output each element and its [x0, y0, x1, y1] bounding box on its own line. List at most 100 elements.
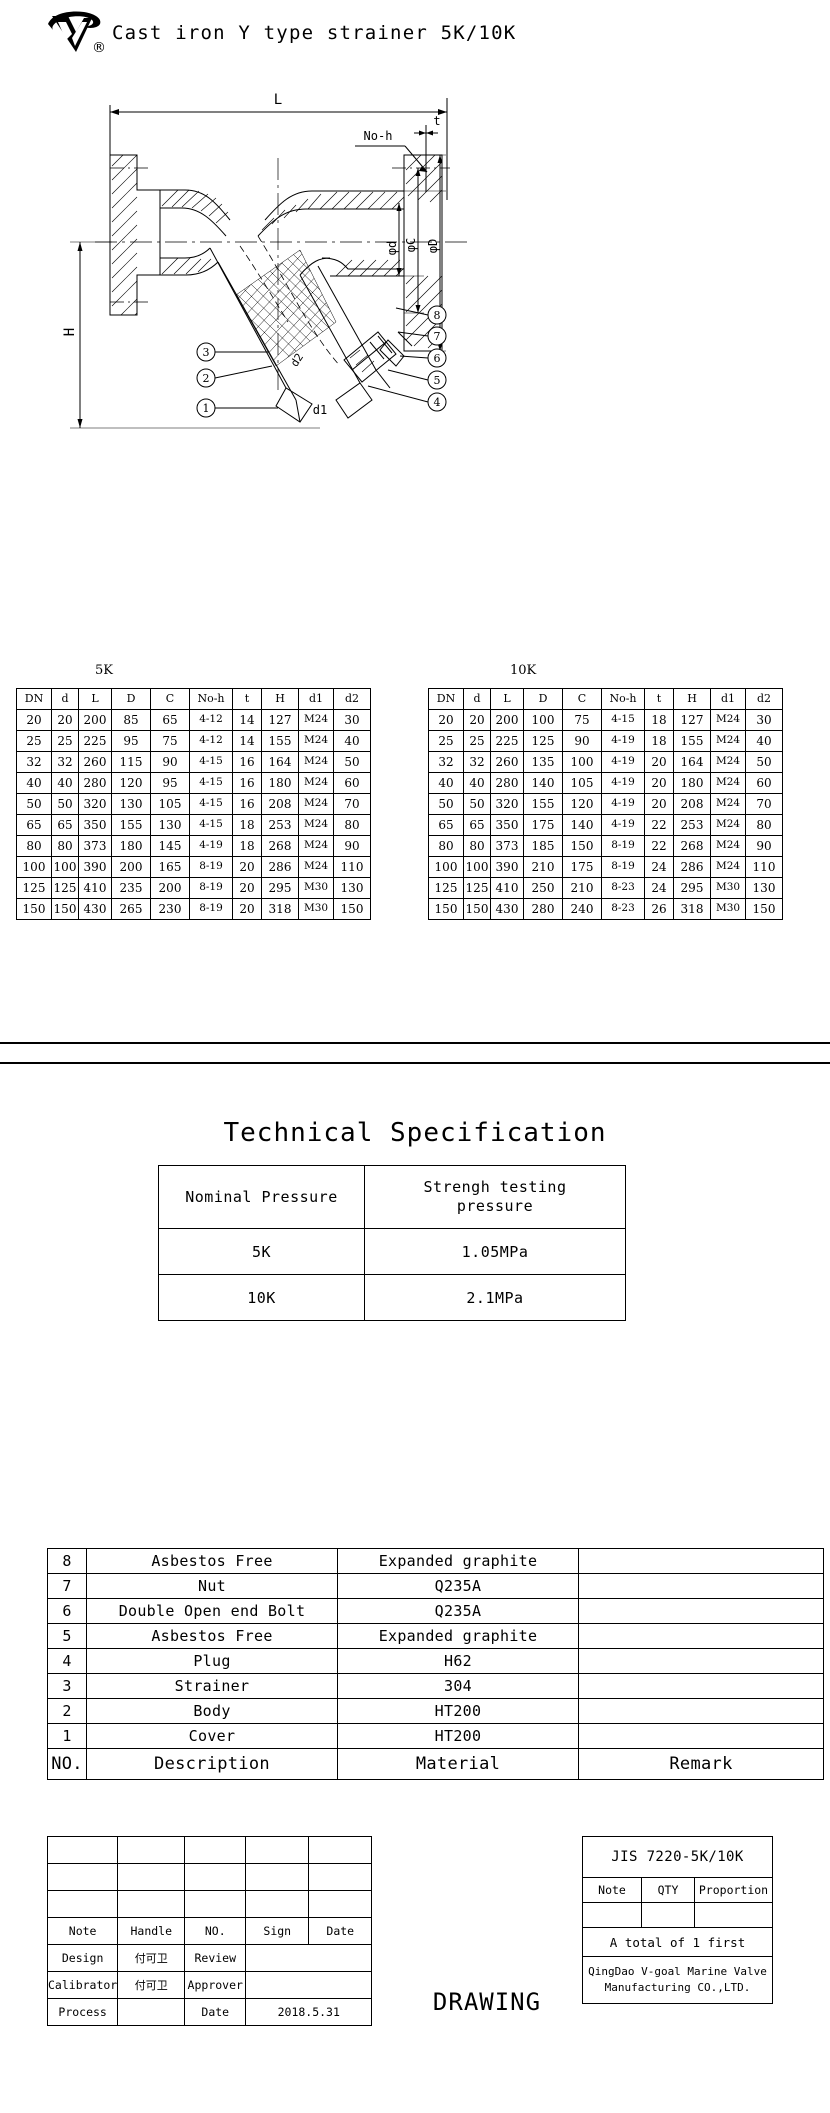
- cell-no-h: 4-19: [601, 730, 645, 752]
- cell-no-h: 8-19: [189, 856, 233, 878]
- cell-h: 268: [261, 835, 299, 857]
- cell-t: 24: [644, 877, 674, 899]
- cell-d: 235: [111, 877, 151, 899]
- cell-c: 175: [562, 856, 602, 878]
- right-value-qty: [641, 1902, 695, 1928]
- revision-blank-cell: [245, 1836, 310, 1864]
- bom-row: 3 Strainer 304: [47, 1673, 824, 1699]
- cell-c: 90: [562, 730, 602, 752]
- bom-header-material: Material: [337, 1748, 579, 1780]
- revision-blank-cell: [46, 1836, 119, 1864]
- signoff-role-2: Approver: [184, 1971, 247, 1999]
- cell-dn: 100: [16, 856, 52, 878]
- revision-blank-cell: [308, 1836, 373, 1864]
- cell-dn: 20: [428, 709, 464, 731]
- cell-d2: 60: [333, 772, 371, 794]
- cell-d1: M24: [298, 709, 334, 731]
- cell-c: 105: [562, 772, 602, 794]
- cell-t: 20: [644, 793, 674, 815]
- svg-text:No-h: No-h: [364, 129, 393, 143]
- col-header-dn: DN: [16, 688, 52, 710]
- svg-text:6: 6: [434, 352, 441, 365]
- spec-header-line2: pressure: [456, 1197, 534, 1215]
- cell-dn: 80: [428, 835, 464, 857]
- signoff-role-2: Review: [184, 1944, 247, 1972]
- cell-no-h: 8-23: [601, 877, 645, 899]
- spec-header-nominal-pressure: Nominal Pressure: [158, 1165, 365, 1229]
- table-row: 20 20 200 85 65 4-12 14 127 M24 30: [16, 709, 371, 731]
- cell-no-h: 8-19: [601, 835, 645, 857]
- cell-t: 18: [232, 814, 262, 836]
- revision-blank-cell: [245, 1890, 310, 1918]
- bom-header-row: NO. Description Material Remark: [47, 1748, 824, 1780]
- signoff-name: [117, 1998, 186, 2026]
- cell-t: 20: [644, 772, 674, 794]
- cell-d: 80: [51, 835, 79, 857]
- cell-dn: 125: [16, 877, 52, 899]
- cell-dn: 40: [16, 772, 52, 794]
- cell-d1: M24: [710, 856, 746, 878]
- cell-d: 125: [523, 730, 563, 752]
- cell-d1: M24: [298, 751, 334, 773]
- bom-cell-remark: [578, 1648, 824, 1674]
- cell-l: 320: [78, 793, 112, 815]
- bom-cell-remark: [578, 1623, 824, 1649]
- cell-d1: M24: [298, 835, 334, 857]
- revision-header-date: Date: [308, 1917, 373, 1945]
- revision-blank-cell: [117, 1836, 186, 1864]
- bom-header-no: NO.: [47, 1748, 87, 1780]
- cell-no-h: 4-12: [189, 709, 233, 731]
- table-row: 25 25 225 95 75 4-12 14 155 M24 40: [16, 730, 371, 752]
- cell-h: 318: [673, 898, 711, 920]
- bom-cell-no: 6: [47, 1598, 87, 1624]
- right-value-note: [582, 1902, 642, 1928]
- cell-h: 318: [261, 898, 299, 920]
- cell-l: 280: [78, 772, 112, 794]
- bom-cell-description: Strainer: [86, 1673, 338, 1699]
- revision-blank-cell: [46, 1890, 119, 1918]
- cell-d2: 30: [333, 709, 371, 731]
- svg-text:H: H: [62, 328, 78, 336]
- bom-row: 5 Asbestos Free Expanded graphite: [47, 1623, 824, 1649]
- cell-l: 410: [78, 877, 112, 899]
- cell-h: 155: [261, 730, 299, 752]
- company-name: QingDao V-goal Marine Valve Manufacturin…: [582, 1956, 773, 2004]
- col-header-d: D: [111, 688, 151, 710]
- spec-header-row: Nominal Pressure Strengh testing pressur…: [158, 1165, 626, 1229]
- cell-d2: 70: [333, 793, 371, 815]
- cell-d1: M24: [710, 730, 746, 752]
- registered-trademark-icon: ®: [92, 40, 106, 56]
- bom-cell-description: Body: [86, 1698, 338, 1724]
- bom-cell-remark: [578, 1723, 824, 1749]
- table-row: 50 50 320 155 120 4-19 20 208 M24 70: [428, 793, 783, 815]
- cell-d2: 90: [745, 835, 783, 857]
- signoff-name: 付可卫: [117, 1971, 186, 1999]
- cell-d2: 70: [745, 793, 783, 815]
- cell-t: 24: [644, 856, 674, 878]
- cell-l: 430: [490, 898, 524, 920]
- bom-cell-no: 4: [47, 1648, 87, 1674]
- table-row: 65 65 350 175 140 4-19 22 253 M24 80: [428, 814, 783, 836]
- cell-no-h: 4-19: [601, 814, 645, 836]
- col-header-d: d: [463, 688, 491, 710]
- bom-cell-material: Expanded graphite: [337, 1548, 579, 1574]
- signoff-row: Calibrator 付可卫 Approver: [46, 1971, 373, 1999]
- cell-d: 175: [523, 814, 563, 836]
- cell-dn: 50: [428, 793, 464, 815]
- cell-h: 180: [673, 772, 711, 794]
- right-header-qty: QTY: [641, 1877, 695, 1903]
- col-header-h: H: [261, 688, 299, 710]
- svg-text:8: 8: [434, 309, 441, 322]
- revision-header-row: Note Handle NO. Sign Date: [46, 1917, 373, 1945]
- spec-row-10k: 10K 2.1MPa: [158, 1274, 626, 1321]
- table-caption-10k: 10K: [510, 663, 537, 678]
- svg-text:3: 3: [203, 346, 210, 359]
- signoff-role: Calibrator: [46, 1971, 119, 1999]
- cell-c: 150: [562, 835, 602, 857]
- cell-d1: M30: [298, 877, 334, 899]
- cell-no-h: 4-15: [189, 814, 233, 836]
- cell-d: 265: [111, 898, 151, 920]
